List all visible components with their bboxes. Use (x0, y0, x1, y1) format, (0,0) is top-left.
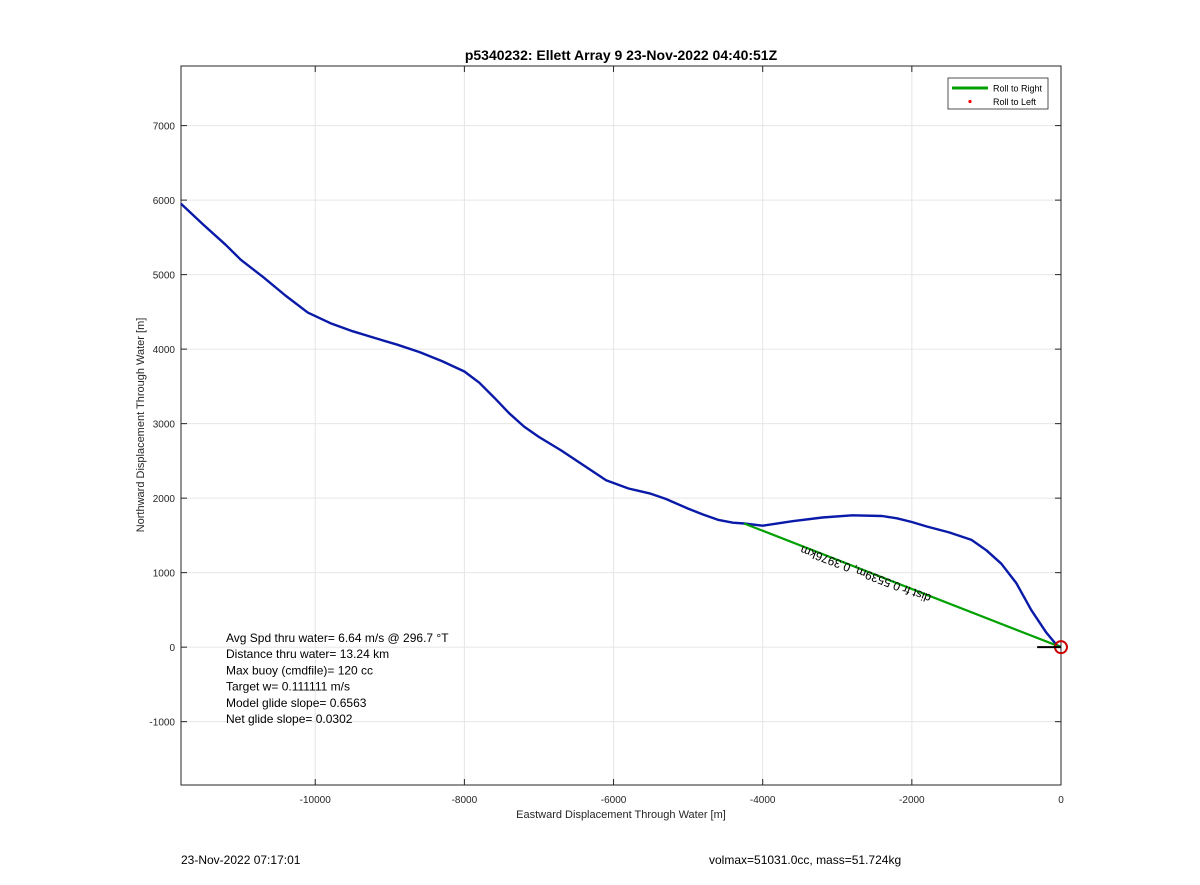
x-tick-label: -4000 (750, 795, 776, 806)
y-tick-label: 4000 (153, 345, 176, 356)
x-tick-label: 0 (1058, 795, 1064, 806)
footer-summary: volmax=51031.0cc, mass=51.724kg (709, 853, 902, 867)
footer-timestamp: 23-Nov-2022 07:17:01 (181, 853, 301, 867)
x-tick-label: -8000 (452, 795, 478, 806)
roll-to-right-line (743, 522, 1062, 649)
y-axis-label: Northward Displacement Through Water [m] (135, 318, 147, 533)
x-tick-label: -10000 (300, 795, 332, 806)
y-tick-label: 6000 (153, 196, 176, 207)
info-line: Distance thru water= 13.24 km (226, 647, 389, 661)
info-line: Max buoy (cmdfile)= 120 cc (226, 663, 373, 677)
axis-ticks: -10000 -8000 -6000 -4000 -2000 0-100001000200… (149, 66, 1064, 806)
info-text-block: Avg Spd thru water= 6.64 m/s @ 296.7 °T D… (226, 631, 449, 726)
y-tick-label: 0 (169, 643, 175, 654)
y-tick-label: 2000 (153, 494, 176, 505)
x-tick-label: -6000 (601, 795, 627, 806)
legend-box (947, 77, 1049, 110)
y-tick-label: 5000 (153, 271, 176, 282)
x-tick-label: -2000 (899, 795, 925, 806)
x-axis-label: Eastward Displacement Through Water [m] (516, 809, 726, 821)
axes-box (180, 65, 1062, 786)
info-line: Avg Spd thru water= 6.64 m/s @ 296.7 °T (226, 631, 449, 645)
y-tick-label: -1000 (149, 718, 175, 729)
legend-label: Roll to Left (993, 97, 1037, 107)
info-line: Target w= 0.111111 m/s (226, 680, 350, 694)
line-annotation: dist fr 0.5539m, 0.3976km (798, 543, 933, 606)
track-line (180, 202, 1062, 649)
chart-title: p5340232: Ellett Array 9 23-Nov-2022 04:… (465, 47, 778, 63)
info-line: Model glide slope= 0.6563 (226, 696, 367, 710)
plot-area: dist fr 0.5539m, 0.3976km (180, 202, 1068, 655)
info-line: Net glide slope= 0.0302 (226, 712, 353, 726)
y-tick-label: 1000 (153, 569, 176, 580)
legend: Roll to Right Roll to Left (947, 77, 1049, 110)
y-tick-label: 7000 (153, 122, 176, 133)
y-tick-label: 3000 (153, 420, 176, 431)
legend-label: Roll to Right (993, 84, 1043, 94)
legend-swatch-dot (968, 99, 972, 104)
